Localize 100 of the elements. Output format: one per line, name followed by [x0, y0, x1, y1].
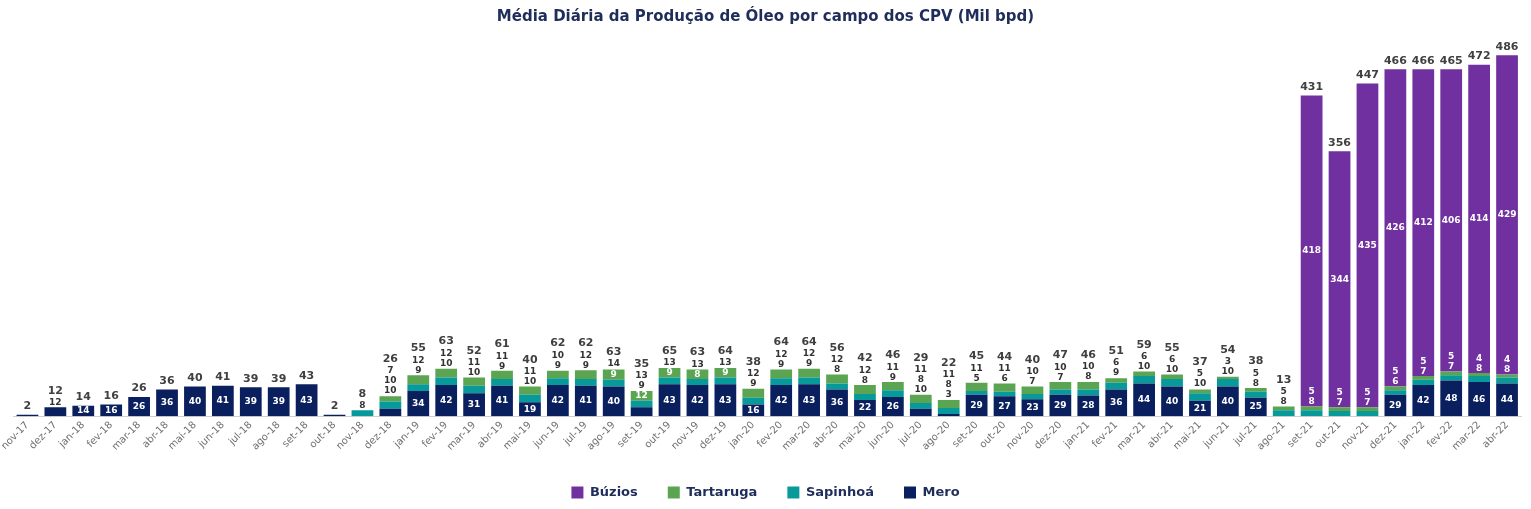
bar — [379, 401, 402, 409]
bar — [770, 385, 793, 417]
bar — [1217, 376, 1239, 380]
data-label: 44 — [1137, 394, 1151, 405]
data-label: 5 — [973, 372, 980, 383]
data-label: 12 — [635, 390, 648, 401]
data-label: 9 — [554, 359, 561, 370]
total-label: 13 — [1276, 372, 1292, 386]
bar — [1468, 382, 1490, 417]
data-label: 10 — [384, 385, 397, 396]
data-label: 10 — [1082, 361, 1095, 372]
bar — [909, 402, 932, 409]
data-label: 5 — [1364, 387, 1371, 398]
total-label: 42 — [857, 351, 873, 365]
total-label: 26 — [382, 351, 399, 365]
data-label: 36 — [830, 397, 844, 408]
bar — [1496, 383, 1518, 417]
data-label: 9 — [610, 369, 617, 380]
data-label: 10 — [439, 357, 453, 368]
data-label: 9 — [722, 367, 729, 378]
data-label: 8 — [1252, 377, 1259, 388]
data-label: 8 — [1308, 396, 1315, 407]
bar — [1468, 373, 1490, 377]
bar — [407, 375, 430, 385]
data-label: 9 — [638, 380, 645, 391]
data-label: 41 — [495, 395, 509, 406]
bar — [1356, 407, 1379, 412]
data-label: 5 — [1420, 355, 1427, 366]
bar — [714, 384, 737, 417]
bar — [574, 370, 597, 380]
data-label: 7 — [1420, 365, 1427, 376]
data-label: 36 — [160, 397, 174, 408]
bar — [602, 369, 625, 380]
data-label: 412 — [1413, 217, 1433, 228]
legend-label: Tartaruga — [686, 483, 758, 499]
total-label: 29 — [913, 350, 929, 364]
total-label: 431 — [1300, 79, 1324, 93]
total-label: 486 — [1495, 39, 1519, 53]
bar — [1440, 69, 1463, 372]
bar — [1468, 64, 1490, 374]
total-label: 52 — [466, 343, 482, 357]
data-label: 7 — [387, 365, 394, 376]
data-label: 6 — [1392, 375, 1399, 386]
bar — [1300, 410, 1323, 417]
data-label: 12 — [747, 368, 760, 379]
data-label: 9 — [750, 378, 757, 389]
total-label: 8 — [359, 400, 366, 411]
data-label: 39 — [244, 396, 258, 407]
bar — [798, 384, 820, 417]
data-label: 28 — [1082, 400, 1095, 411]
data-label: 11 — [914, 364, 928, 375]
data-label: 10 — [551, 349, 565, 360]
data-label: 10 — [523, 375, 537, 386]
bar — [854, 385, 876, 394]
data-label: 6 — [1113, 357, 1120, 368]
bar — [435, 368, 458, 378]
bar — [519, 394, 541, 403]
bar — [937, 414, 960, 417]
data-label: 4 — [1503, 354, 1511, 365]
data-label: 9 — [1113, 367, 1120, 378]
total-label: 56 — [829, 340, 846, 354]
data-label: 11 — [942, 369, 955, 380]
data-label: 7 — [1364, 397, 1371, 408]
data-label: 42 — [774, 395, 788, 405]
bar — [965, 390, 988, 395]
data-label: 9 — [778, 358, 785, 369]
bar — [1217, 379, 1239, 387]
data-label: 3 — [945, 389, 952, 400]
data-label: 5 — [1308, 386, 1315, 397]
data-label: 41 — [216, 395, 230, 406]
bar — [1328, 411, 1351, 417]
data-label: 10 — [1054, 361, 1067, 372]
total-label: 55 — [1164, 340, 1180, 354]
data-label: 11 — [467, 357, 481, 368]
data-label: 6 — [1001, 373, 1008, 384]
total-label: 47 — [1052, 348, 1069, 362]
data-label: 8 — [833, 364, 841, 375]
bar — [1440, 380, 1463, 417]
bar — [1161, 379, 1183, 387]
total-label: 40 — [522, 352, 538, 366]
bar — [44, 407, 67, 417]
bar — [1105, 378, 1128, 383]
chart-title: Média Diária da Produção de Óleo por campo dos CPV (Mil bpd) — [496, 5, 1035, 25]
data-label: 4 — [1475, 352, 1483, 363]
bar — [1272, 410, 1295, 417]
bar — [519, 386, 541, 395]
bar — [1300, 95, 1323, 407]
bar — [882, 382, 904, 391]
data-label: 12 — [830, 354, 844, 365]
bar — [770, 378, 793, 386]
total-label: 63 — [606, 344, 622, 358]
bar — [1021, 393, 1044, 400]
data-label: 11 — [998, 363, 1011, 374]
total-label: 39 — [271, 371, 287, 385]
bar — [742, 388, 765, 398]
total-label: 2 — [23, 399, 32, 413]
bar — [965, 382, 988, 391]
data-label: 10 — [1221, 366, 1235, 377]
data-label: 44 — [1500, 394, 1514, 405]
total-label: 64 — [773, 335, 790, 349]
